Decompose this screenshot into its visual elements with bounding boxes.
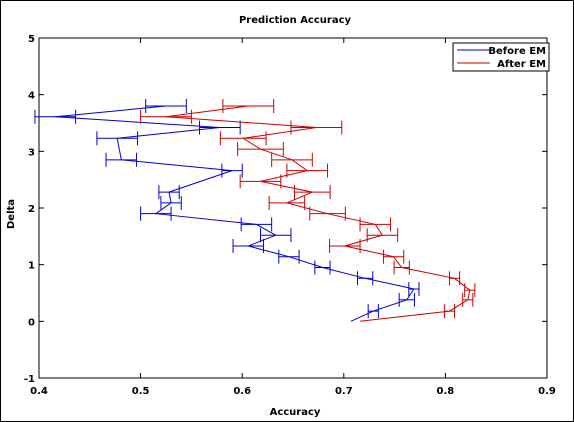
x-axis-label: Accuracy xyxy=(270,407,321,418)
series-1 xyxy=(34,99,420,322)
error-bar xyxy=(448,271,461,286)
y-tick-label: 5 xyxy=(28,34,35,45)
error-bar xyxy=(290,120,343,135)
x-tick-label: 0.4 xyxy=(30,386,48,397)
error-bar xyxy=(34,109,77,124)
y-axis: -1 0 1 2 3 4 5 xyxy=(24,34,547,385)
legend-box xyxy=(452,42,550,72)
error-bar xyxy=(237,142,284,157)
legend: Before EM After EM xyxy=(452,42,550,72)
error-bar xyxy=(140,206,172,221)
y-tick-label: 2 xyxy=(28,204,35,215)
error-bar xyxy=(359,217,392,232)
error-bar xyxy=(398,292,415,307)
error-bar xyxy=(464,283,476,298)
y-axis-label: Delta xyxy=(6,199,17,229)
error-bar xyxy=(158,185,180,200)
error-bar xyxy=(382,249,405,264)
series-layer xyxy=(34,99,476,322)
error-bar xyxy=(314,260,331,275)
error-bar xyxy=(309,206,346,221)
x-tick-label: 0.7 xyxy=(335,386,353,397)
error-bar xyxy=(240,217,273,232)
error-bar xyxy=(140,109,192,124)
chart-title: Prediction Accuracy xyxy=(239,15,352,26)
y-tick-label: 3 xyxy=(28,147,35,158)
error-bar xyxy=(105,152,138,167)
series-2 xyxy=(140,99,476,322)
error-bar xyxy=(271,152,313,167)
error-bar xyxy=(294,185,331,200)
error-bar xyxy=(239,174,282,189)
x-tick-label: 0.8 xyxy=(437,386,455,397)
error-bar xyxy=(408,282,420,297)
plot-area xyxy=(38,37,548,379)
error-bar xyxy=(145,99,187,113)
error-bar xyxy=(199,120,241,135)
legend-label: After EM xyxy=(497,59,546,70)
error-bar xyxy=(219,131,267,146)
x-tick-label: 0.5 xyxy=(132,386,150,397)
error-bar xyxy=(366,228,399,243)
x-tick-label: 0.6 xyxy=(233,386,251,397)
error-bar xyxy=(96,131,139,146)
error-bar xyxy=(443,304,456,319)
error-bar xyxy=(286,163,329,178)
x-tick-label: 0.9 xyxy=(538,386,556,397)
error-bar xyxy=(222,99,275,113)
y-tick-label: 1 xyxy=(28,261,35,272)
x-axis: 0.4 0.5 0.6 0.7 0.8 0.9 xyxy=(30,38,556,397)
y-tick-label: 4 xyxy=(28,91,35,102)
error-bar xyxy=(357,271,374,286)
error-bar xyxy=(232,238,265,253)
error-bar xyxy=(393,260,410,275)
error-bar xyxy=(160,195,182,210)
error-bar xyxy=(278,249,300,264)
error-bar xyxy=(329,238,361,253)
legend-label: Before EM xyxy=(488,46,546,57)
error-bar xyxy=(462,292,474,307)
y-tick-label: 0 xyxy=(28,317,35,328)
error-bar xyxy=(268,195,306,210)
error-bar xyxy=(259,228,292,243)
y-tick-label: -1 xyxy=(24,374,35,385)
error-bar xyxy=(367,304,379,319)
error-bar xyxy=(221,163,243,178)
